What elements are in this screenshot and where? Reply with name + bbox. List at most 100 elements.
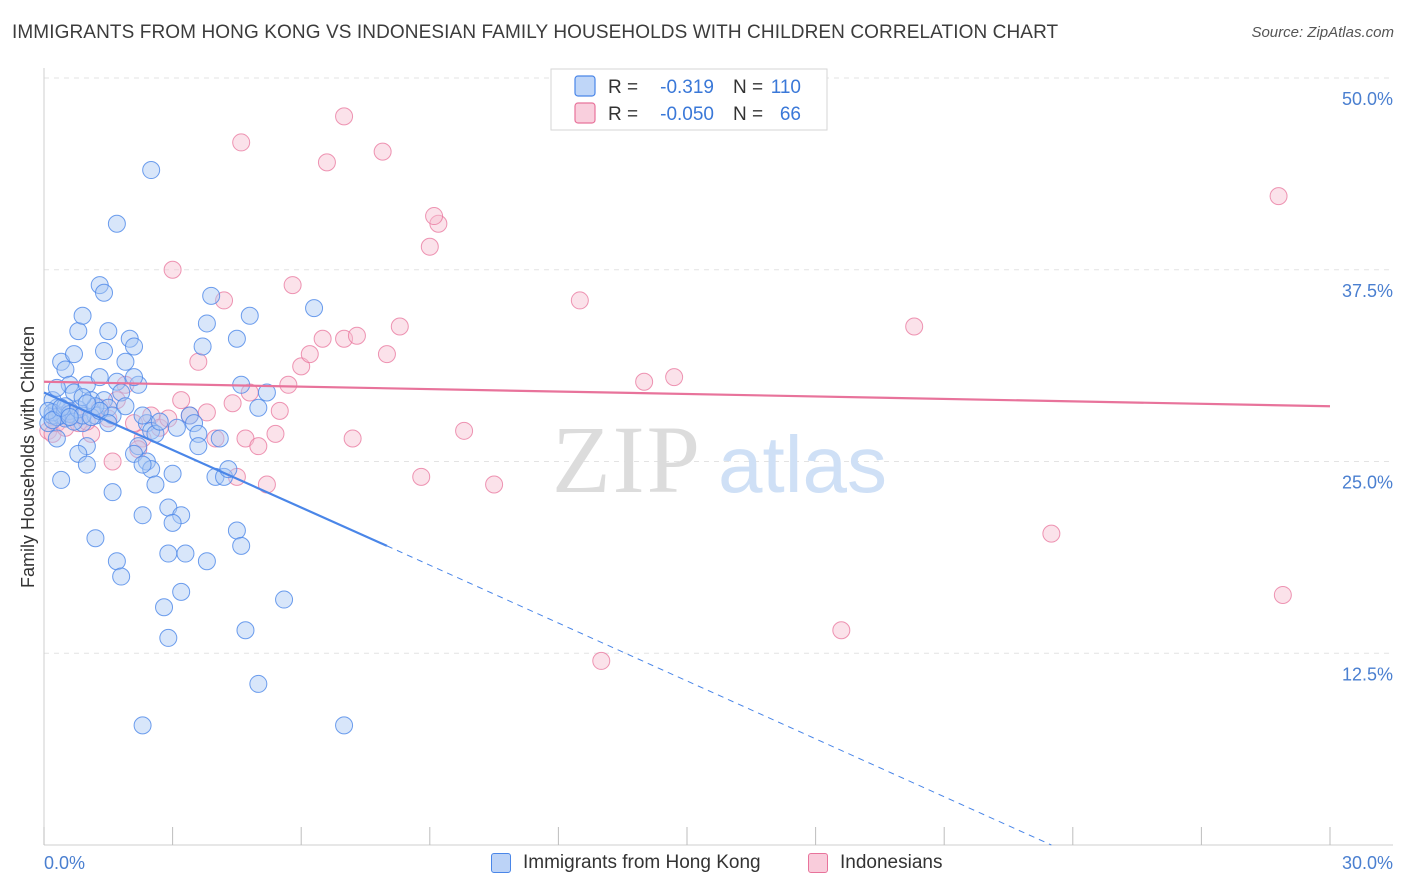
data-point-hong-kong (107, 372, 126, 391)
series-hong-kong (39, 161, 354, 735)
data-point-hong-kong (159, 544, 178, 563)
bottom-legend-swatch-blue (491, 853, 511, 873)
data-point-indonesians (189, 352, 208, 371)
data-point-hong-kong (107, 214, 126, 233)
data-point-hong-kong (189, 424, 208, 443)
y-tick-label: 12.5% (1342, 664, 1393, 684)
data-point-hong-kong (167, 418, 186, 437)
legend-r-label-1: R = (608, 77, 638, 98)
data-point-hong-kong (193, 337, 212, 356)
data-point-hong-kong (227, 329, 246, 348)
bottom-legend-swatch-pink (808, 853, 828, 873)
data-point-hong-kong (116, 352, 135, 371)
axis-layer: 12.5% 25.0% 37.5% 50.0% (43, 68, 1393, 846)
trend-line-hong-kong-extension (386, 545, 1052, 846)
legend-n-value-1: 110 (771, 77, 801, 98)
legend-box: R = -0.319 N = 110 R = -0.050 N = 66 (550, 68, 828, 131)
bottom-legend-item-hong-kong: Immigrants from Hong Kong (491, 852, 761, 874)
data-point-hong-kong (159, 628, 178, 647)
data-point-indonesians (485, 475, 504, 494)
data-point-indonesians (1269, 187, 1288, 206)
data-point-hong-kong (69, 322, 88, 341)
data-point-indonesians (335, 107, 354, 126)
data-point-hong-kong (197, 552, 216, 571)
x-tick-label-max: 30.0% (1342, 853, 1393, 873)
source-label: Source: ZipAtlas.com (1251, 24, 1394, 41)
y-tick-label: 37.5% (1342, 281, 1393, 301)
legend-n-label-1: N = (733, 77, 763, 98)
data-point-indonesians (343, 429, 362, 448)
data-point-indonesians (905, 317, 924, 336)
data-point-hong-kong (52, 470, 71, 489)
data-point-hong-kong (176, 544, 195, 563)
data-point-hong-kong (305, 299, 324, 318)
data-point-hong-kong (90, 368, 109, 387)
data-point-indonesians (635, 372, 654, 391)
data-point-indonesians (172, 391, 191, 410)
data-point-hong-kong (133, 716, 152, 735)
data-point-hong-kong (335, 716, 354, 735)
data-point-hong-kong (227, 521, 246, 540)
data-point-indonesians (570, 291, 589, 310)
data-point-indonesians (373, 142, 392, 161)
data-point-hong-kong (77, 455, 96, 474)
data-point-hong-kong (43, 411, 62, 430)
data-point-hong-kong (133, 406, 152, 425)
data-point-indonesians (232, 133, 251, 152)
legend-r-value-2: -0.050 (660, 104, 714, 125)
data-point-indonesians (420, 237, 439, 256)
legend-n-label-2: N = (733, 104, 763, 125)
data-point-hong-kong (172, 582, 191, 601)
data-point-indonesians (1273, 585, 1292, 604)
data-point-hong-kong (133, 506, 152, 525)
bottom-legend-label-hong-kong: Immigrants from Hong Kong (523, 852, 761, 873)
data-point-indonesians (832, 621, 851, 640)
data-point-indonesians (197, 403, 216, 422)
data-point-hong-kong (275, 590, 294, 609)
chart-title: IMMIGRANTS FROM HONG KONG VS INDONESIAN … (12, 22, 1059, 43)
watermark-zip: ZIP (552, 406, 702, 513)
data-point-hong-kong (232, 536, 251, 555)
watermark-atlas: atlas (718, 420, 887, 509)
data-point-hong-kong (210, 429, 229, 448)
series-indonesians (39, 107, 1292, 670)
data-point-hong-kong (103, 483, 122, 502)
trend-line-hong-kong (43, 391, 388, 547)
data-point-indonesians (223, 394, 242, 413)
data-point-indonesians (283, 276, 302, 295)
data-point-hong-kong (249, 398, 268, 417)
y-tick-label: 25.0% (1342, 473, 1393, 493)
y-tick-label: 50.0% (1342, 89, 1393, 109)
data-point-hong-kong (249, 674, 268, 693)
data-point-indonesians (270, 401, 289, 420)
data-point-indonesians (266, 424, 285, 443)
data-point-hong-kong (56, 360, 75, 379)
data-point-hong-kong (47, 378, 66, 397)
data-point-hong-kong (257, 383, 276, 402)
data-point-indonesians (292, 357, 311, 376)
data-point-hong-kong (95, 342, 114, 361)
watermark: ZIP atlas (552, 406, 887, 513)
data-point-indonesians (425, 207, 444, 226)
data-point-indonesians (412, 467, 431, 486)
data-point-hong-kong (112, 567, 131, 586)
data-point-indonesians (1042, 524, 1061, 543)
trend-layer (43, 380, 1331, 846)
data-point-hong-kong (150, 412, 169, 431)
data-point-hong-kong (163, 513, 182, 532)
trend-line-indonesians (43, 380, 1331, 408)
data-point-indonesians (377, 345, 396, 364)
y-axis-label: Family Households with Children (18, 326, 38, 588)
bottom-legend: Immigrants from Hong Kong Indonesians (0, 852, 1406, 878)
data-point-hong-kong (236, 621, 255, 640)
data-point-hong-kong (133, 455, 152, 474)
data-point-hong-kong (73, 306, 92, 325)
data-point-indonesians (206, 429, 225, 448)
data-point-hong-kong (60, 408, 79, 427)
data-point-hong-kong (155, 598, 174, 617)
data-point-hong-kong (146, 475, 165, 494)
data-point-indonesians (390, 317, 409, 336)
legend-r-value-1: -0.319 (660, 77, 714, 98)
data-point-hong-kong (197, 314, 216, 333)
